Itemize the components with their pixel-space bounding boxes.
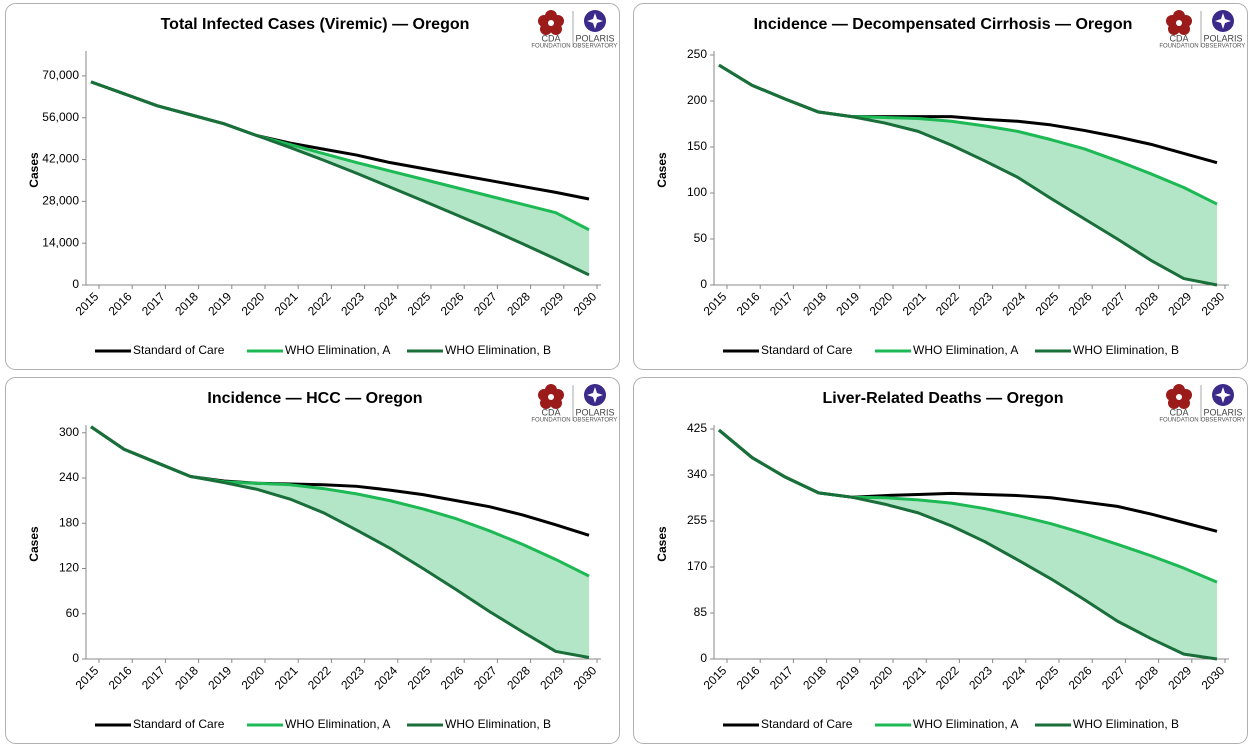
logo-center: [548, 20, 554, 26]
logo-text: OBSERVATORY: [573, 44, 617, 50]
y-tick-label: 0: [72, 651, 79, 665]
panel-border: [633, 377, 1248, 744]
logo-text: CDA: [541, 33, 560, 43]
y-tick-label: 28,000: [42, 194, 79, 208]
logo-petal: [550, 23, 562, 35]
logo-star: [587, 13, 603, 29]
logo-star: [1215, 13, 1231, 29]
logo-text: CDA: [1169, 33, 1188, 43]
logo-text: POLARIS: [1203, 33, 1242, 43]
logo-text: FOUNDATION: [1159, 44, 1198, 50]
chart-panel: Total Infected Cases (Viremic) — Oregon C…: [5, 3, 620, 370]
logo-text: POLARIS: [1203, 407, 1242, 417]
y-axis-label: Cases: [27, 152, 41, 188]
series-line: [718, 428, 1218, 661]
y-tick-label: 70,000: [42, 68, 79, 82]
logo-petal: [1166, 389, 1178, 401]
y-tick-label: 100: [687, 185, 707, 199]
band-area: [91, 426, 589, 658]
logo-text: OBSERVATORY: [573, 418, 617, 424]
y-tick-label: 0: [72, 277, 79, 291]
y-tick-label: 50: [694, 231, 708, 245]
logo-text: POLARIS: [575, 33, 614, 43]
legend-label: Standard of Care: [133, 717, 225, 731]
y-tick-label: 200: [687, 93, 707, 107]
logo-center: [548, 394, 554, 400]
y-axis-label: Cases: [655, 526, 669, 562]
legend-label: WHO Elimination, A: [285, 717, 390, 731]
y-tick-label: 120: [59, 561, 79, 575]
legend-label: Standard of Care: [761, 717, 853, 731]
y-tick-label: 170: [687, 559, 707, 573]
panel-border: [633, 3, 1248, 370]
y-axis-label: Cases: [655, 152, 669, 188]
series-line: [718, 63, 1218, 287]
y-tick-label: 300: [59, 425, 79, 439]
logo-petal: [1178, 397, 1190, 409]
logo-petal: [1166, 15, 1178, 27]
y-tick-label: 42,000: [42, 152, 79, 166]
legend-label: WHO Elimination, B: [445, 717, 551, 731]
chart-panel: Incidence — Decompensated Cirrhosis — Or…: [633, 3, 1248, 370]
legend-label: Standard of Care: [761, 343, 853, 357]
chart-title: Incidence — Decompensated Cirrhosis — Or…: [754, 16, 1133, 33]
logo-text: FOUNDATION: [531, 418, 570, 424]
y-tick-label: 0: [700, 277, 707, 291]
legend-label: WHO Elimination, A: [285, 343, 390, 357]
legend-label: WHO Elimination, A: [913, 343, 1018, 357]
legend-label: WHO Elimination, B: [445, 343, 551, 357]
logo-petal: [538, 15, 550, 27]
legend-label: WHO Elimination, A: [913, 717, 1018, 731]
band-area: [719, 65, 1217, 285]
logo-text: OBSERVATORY: [1201, 44, 1245, 50]
chart-panel: Liver-Related Deaths — Oregon CDAFOUNDATI…: [633, 377, 1248, 744]
y-tick-label: 255: [687, 513, 707, 527]
panel-border: [5, 377, 620, 744]
y-tick-label: 250: [687, 47, 707, 61]
y-tick-label: 85: [694, 605, 708, 619]
y-tick-label: 340: [687, 467, 707, 481]
y-tick-label: 150: [687, 139, 707, 153]
series-line: [90, 425, 590, 659]
legend-label: Standard of Care: [133, 343, 225, 357]
logo-star: [587, 387, 603, 403]
y-tick-label: 56,000: [42, 110, 79, 124]
logo-text: CDA: [1169, 407, 1188, 417]
logo-text: OBSERVATORY: [1201, 418, 1245, 424]
y-tick-label: 14,000: [42, 235, 79, 249]
logo-petal: [538, 389, 550, 401]
chart-title: Incidence — HCC — Oregon: [207, 390, 422, 407]
logo-center: [1176, 394, 1182, 400]
logo-petal: [550, 397, 562, 409]
legend-label: WHO Elimination, B: [1073, 343, 1179, 357]
logo-star: [1215, 387, 1231, 403]
logo-petal: [1178, 23, 1190, 35]
y-tick-label: 60: [66, 606, 80, 620]
panel-border: [5, 3, 620, 370]
chart-title: Total Infected Cases (Viremic) — Oregon: [161, 16, 470, 33]
logo-text: POLARIS: [575, 407, 614, 417]
legend-label: WHO Elimination, B: [1073, 717, 1179, 731]
y-tick-label: 0: [700, 651, 707, 665]
logo-text: FOUNDATION: [531, 44, 570, 50]
y-axis-label: Cases: [27, 526, 41, 562]
logo-center: [1176, 20, 1182, 26]
logo-text: FOUNDATION: [1159, 418, 1198, 424]
y-tick-label: 240: [59, 470, 79, 484]
y-tick-label: 180: [59, 515, 79, 529]
chart-title: Liver-Related Deaths — Oregon: [823, 390, 1064, 407]
series-line: [90, 80, 590, 277]
logo-text: CDA: [541, 407, 560, 417]
band-area: [719, 430, 1217, 659]
y-tick-label: 425: [687, 421, 707, 435]
